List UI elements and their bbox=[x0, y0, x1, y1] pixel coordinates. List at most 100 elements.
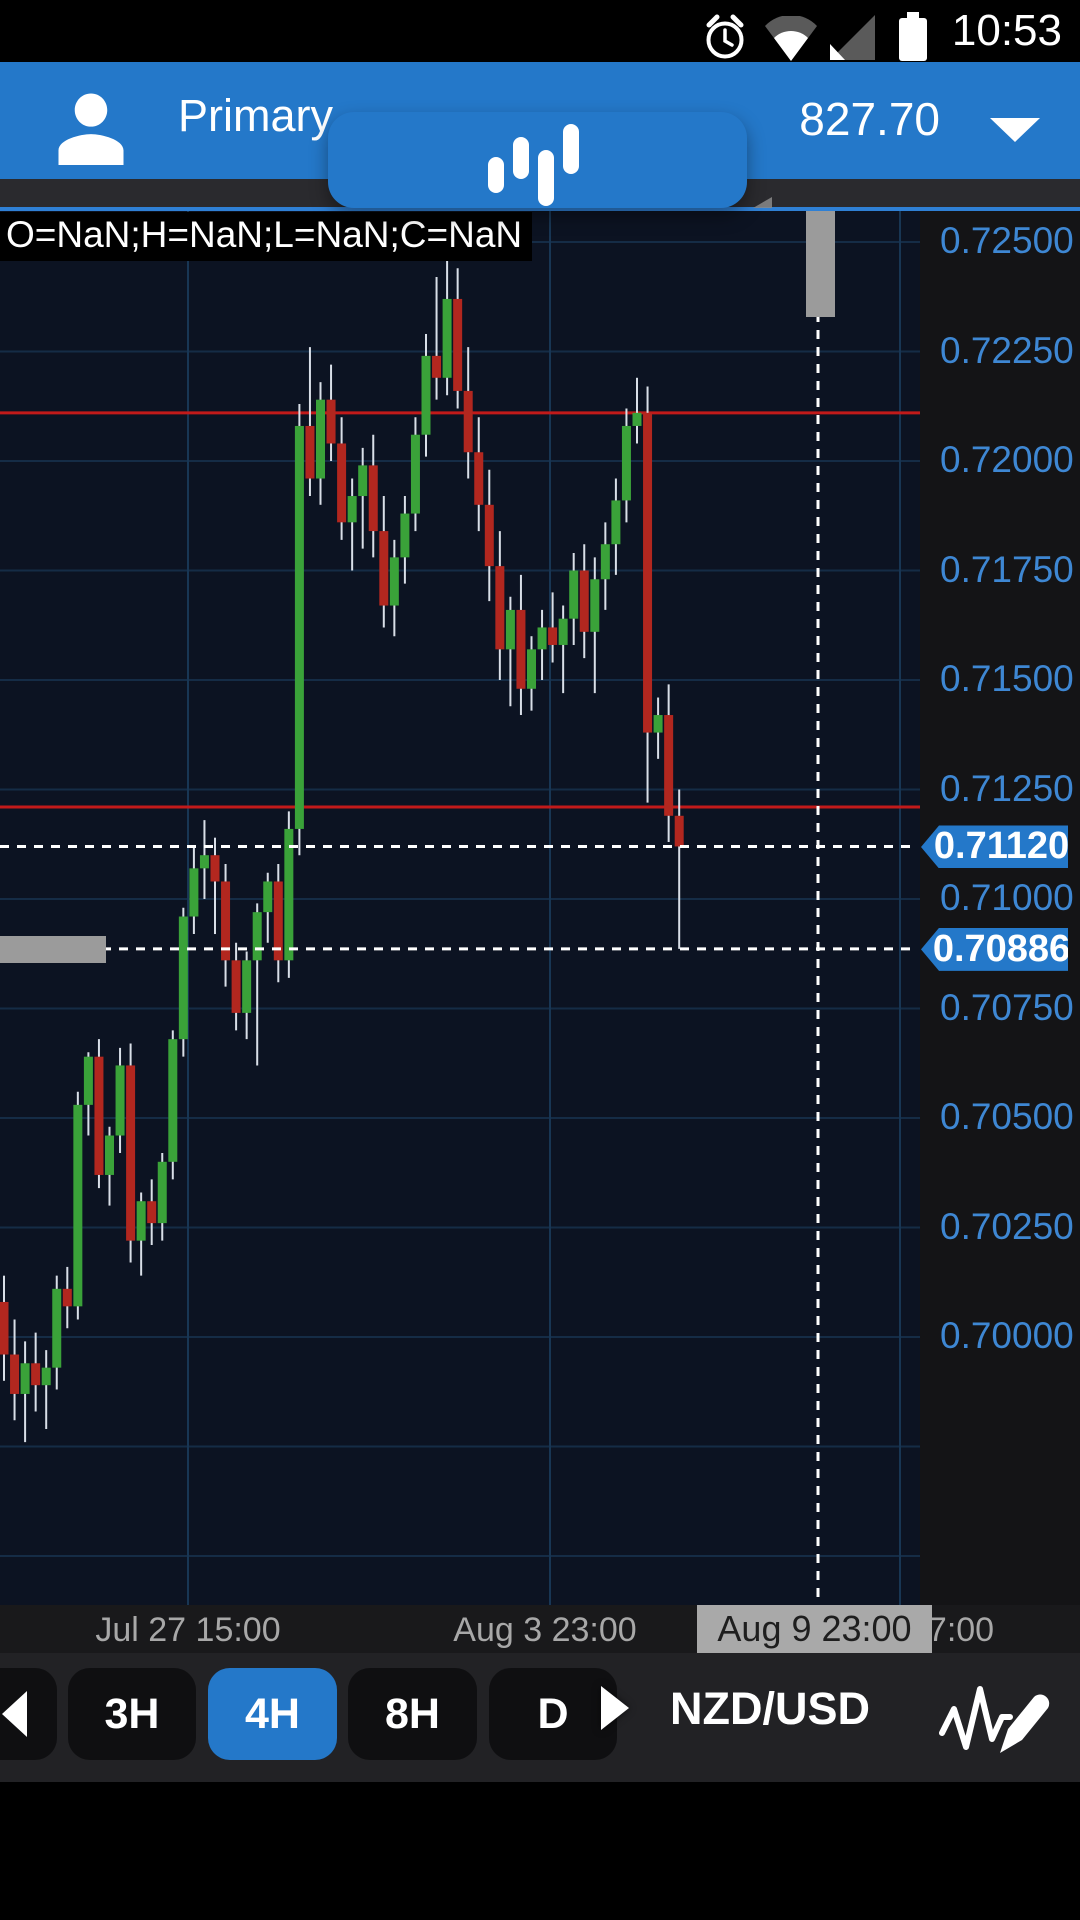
candle-down bbox=[221, 881, 231, 961]
candle-up bbox=[83, 1056, 93, 1105]
candle-down bbox=[368, 465, 378, 532]
time-axis-label: Jul 27 15:00 bbox=[95, 1611, 281, 1649]
candle-up bbox=[157, 1161, 167, 1224]
candle-up bbox=[20, 1363, 30, 1394]
candle-up bbox=[421, 355, 431, 435]
candle-up bbox=[73, 1104, 83, 1307]
candle-up bbox=[400, 513, 410, 558]
bottom-toolbar: 3H 4H 8H D NZD/USD bbox=[0, 1653, 1080, 1782]
candle-up bbox=[41, 1367, 51, 1386]
account-title[interactable]: Primary bbox=[178, 90, 333, 141]
symbol-label[interactable]: NZD/USD bbox=[670, 1683, 870, 1734]
price-axis-label: 0.71500 bbox=[940, 658, 1074, 699]
candle-up bbox=[621, 425, 631, 501]
candle-down bbox=[579, 570, 589, 632]
chart-plot[interactable] bbox=[0, 211, 1080, 1605]
candle-down bbox=[305, 425, 315, 479]
candle-up bbox=[189, 868, 199, 917]
candle-up bbox=[410, 434, 420, 514]
scroll-right-icon[interactable] bbox=[601, 1686, 629, 1730]
candle-up bbox=[136, 1201, 146, 1241]
candlestick-chart[interactable]: O=NaN;H=NaN;L=NaN;C=NaN 0.72500 0.72250 0.… bbox=[0, 211, 1080, 1605]
account-balance[interactable]: 827.70 bbox=[799, 93, 940, 145]
price-axis[interactable] bbox=[920, 211, 1080, 1605]
price-axis-label: 0.71750 bbox=[940, 548, 1074, 590]
popup-shadow bbox=[753, 197, 772, 208]
candle-up bbox=[52, 1288, 62, 1368]
candle-down bbox=[432, 355, 442, 378]
candle-up bbox=[558, 618, 568, 645]
candle-down bbox=[548, 627, 558, 645]
candle-down bbox=[453, 298, 463, 391]
android-nav-bar bbox=[0, 1782, 1080, 1920]
price-axis-label: 0.71250 bbox=[940, 767, 1074, 809]
candle-up bbox=[442, 298, 452, 378]
candle-up bbox=[347, 496, 357, 523]
timeframe-button-d[interactable]: D bbox=[489, 1668, 617, 1760]
candle-up bbox=[178, 916, 188, 1040]
candle-down bbox=[94, 1056, 104, 1175]
candle-up bbox=[252, 912, 262, 961]
candle-down bbox=[495, 566, 505, 650]
candle-down bbox=[664, 715, 674, 816]
wifi-icon bbox=[765, 16, 817, 61]
android-status-bar: 10:53 bbox=[0, 0, 1080, 62]
candle-down bbox=[210, 855, 220, 882]
candle-down bbox=[463, 390, 473, 453]
candle-up bbox=[505, 609, 515, 650]
candle-up bbox=[537, 627, 547, 650]
price-axis-label: 0.70000 bbox=[940, 1315, 1074, 1356]
candle-up bbox=[115, 1065, 125, 1136]
price-axis-label: 0.71000 bbox=[940, 877, 1074, 918]
crosshair-price-tag: 0.70886 bbox=[921, 927, 1068, 971]
battery-icon bbox=[899, 12, 927, 61]
timeframe-button-3h[interactable]: 3H bbox=[68, 1668, 196, 1760]
caret-down-icon[interactable] bbox=[990, 118, 1040, 142]
chart-top-border bbox=[0, 207, 1080, 211]
timeframe-button-8h[interactable]: 8H bbox=[348, 1668, 477, 1760]
candle-down bbox=[126, 1065, 136, 1241]
candle-down bbox=[0, 1301, 9, 1355]
candle-up bbox=[611, 500, 621, 545]
time-axis-label: 7:00 bbox=[927, 1611, 995, 1649]
candle-up bbox=[105, 1135, 114, 1175]
price-axis-label: 0.72000 bbox=[940, 439, 1074, 480]
time-axis[interactable]: Jul 27 15:00 Aug 3 23:00 7:00 Aug 9 23:00 bbox=[0, 1605, 1080, 1653]
pulse-pencil-icon[interactable] bbox=[938, 1671, 1058, 1765]
ohlc-readout: O=NaN;H=NaN;L=NaN;C=NaN bbox=[0, 212, 533, 261]
candlestick-chart-icon bbox=[488, 124, 598, 216]
candle-up bbox=[294, 425, 304, 829]
candle-down bbox=[147, 1201, 157, 1224]
candle-down bbox=[273, 881, 283, 961]
candle-down bbox=[516, 609, 526, 689]
candle-up bbox=[653, 715, 663, 733]
candle-down bbox=[643, 412, 653, 733]
candle-up bbox=[527, 649, 536, 689]
candle-up bbox=[358, 465, 368, 497]
person-icon[interactable] bbox=[52, 86, 130, 166]
time-axis-label: Aug 3 23:00 bbox=[453, 1611, 637, 1649]
candle-up bbox=[199, 855, 209, 869]
line-label-box bbox=[0, 936, 106, 963]
status-clock: 10:53 bbox=[951, 6, 1062, 55]
scroll-left-icon[interactable] bbox=[2, 1691, 27, 1737]
timeframe-button-4h[interactable]: 4H bbox=[208, 1668, 337, 1760]
candle-up bbox=[263, 881, 273, 913]
candle-down bbox=[379, 531, 389, 606]
candle-up bbox=[389, 557, 399, 606]
candle-down bbox=[326, 399, 336, 444]
candle-up bbox=[632, 412, 642, 426]
candle-down bbox=[474, 452, 484, 505]
candle-down bbox=[231, 960, 241, 1013]
candle-down bbox=[337, 443, 347, 523]
cell-signal-icon bbox=[830, 15, 875, 60]
current-bar-marker bbox=[806, 211, 835, 317]
timeframe-change-popup bbox=[328, 112, 747, 208]
price-axis-label: 0.72500 bbox=[940, 220, 1074, 261]
candle-up bbox=[569, 570, 579, 619]
candle-up bbox=[168, 1039, 178, 1162]
price-axis-label: 0.72250 bbox=[940, 329, 1074, 371]
price-axis-label: 0.70250 bbox=[940, 1205, 1074, 1247]
crosshair-price-tag: 0.71120 bbox=[921, 825, 1068, 869]
